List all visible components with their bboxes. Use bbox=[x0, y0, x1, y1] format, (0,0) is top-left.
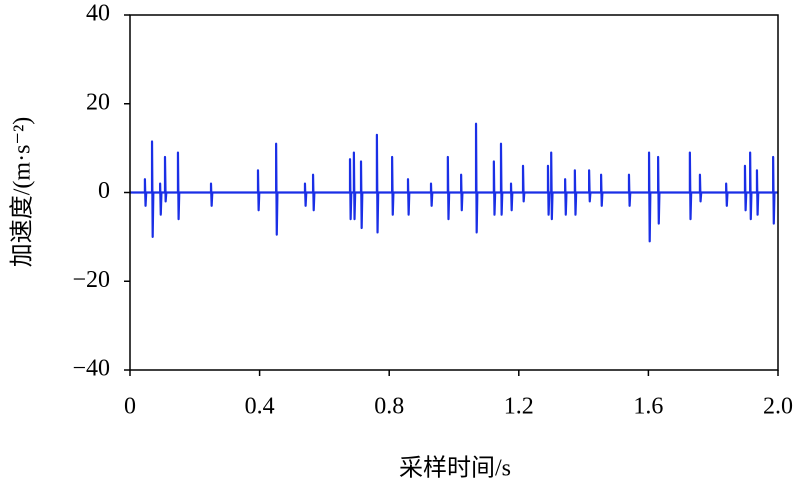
plot-frame bbox=[129, 14, 779, 371]
y-tick-label: −20 bbox=[72, 267, 110, 293]
x-tick-label: 1.2 bbox=[504, 394, 534, 420]
y-tick-label: 20 bbox=[86, 89, 110, 115]
x-axis-label: 采样时间/s bbox=[399, 455, 511, 482]
signal-line bbox=[130, 122, 778, 243]
y-axis-label: 加速度/(m·s⁻²) bbox=[9, 117, 36, 268]
x-tick-label: 0 bbox=[124, 394, 136, 420]
y-tick-label: 0 bbox=[98, 178, 110, 204]
x-tick-label: 0.4 bbox=[245, 394, 275, 420]
x-tick-label: 1.6 bbox=[633, 394, 663, 420]
x-tick-label: 0.8 bbox=[374, 394, 404, 420]
y-tick-label: −40 bbox=[72, 356, 110, 382]
y-tick-label: 40 bbox=[86, 1, 110, 27]
x-tick-label: 2.0 bbox=[763, 394, 793, 420]
